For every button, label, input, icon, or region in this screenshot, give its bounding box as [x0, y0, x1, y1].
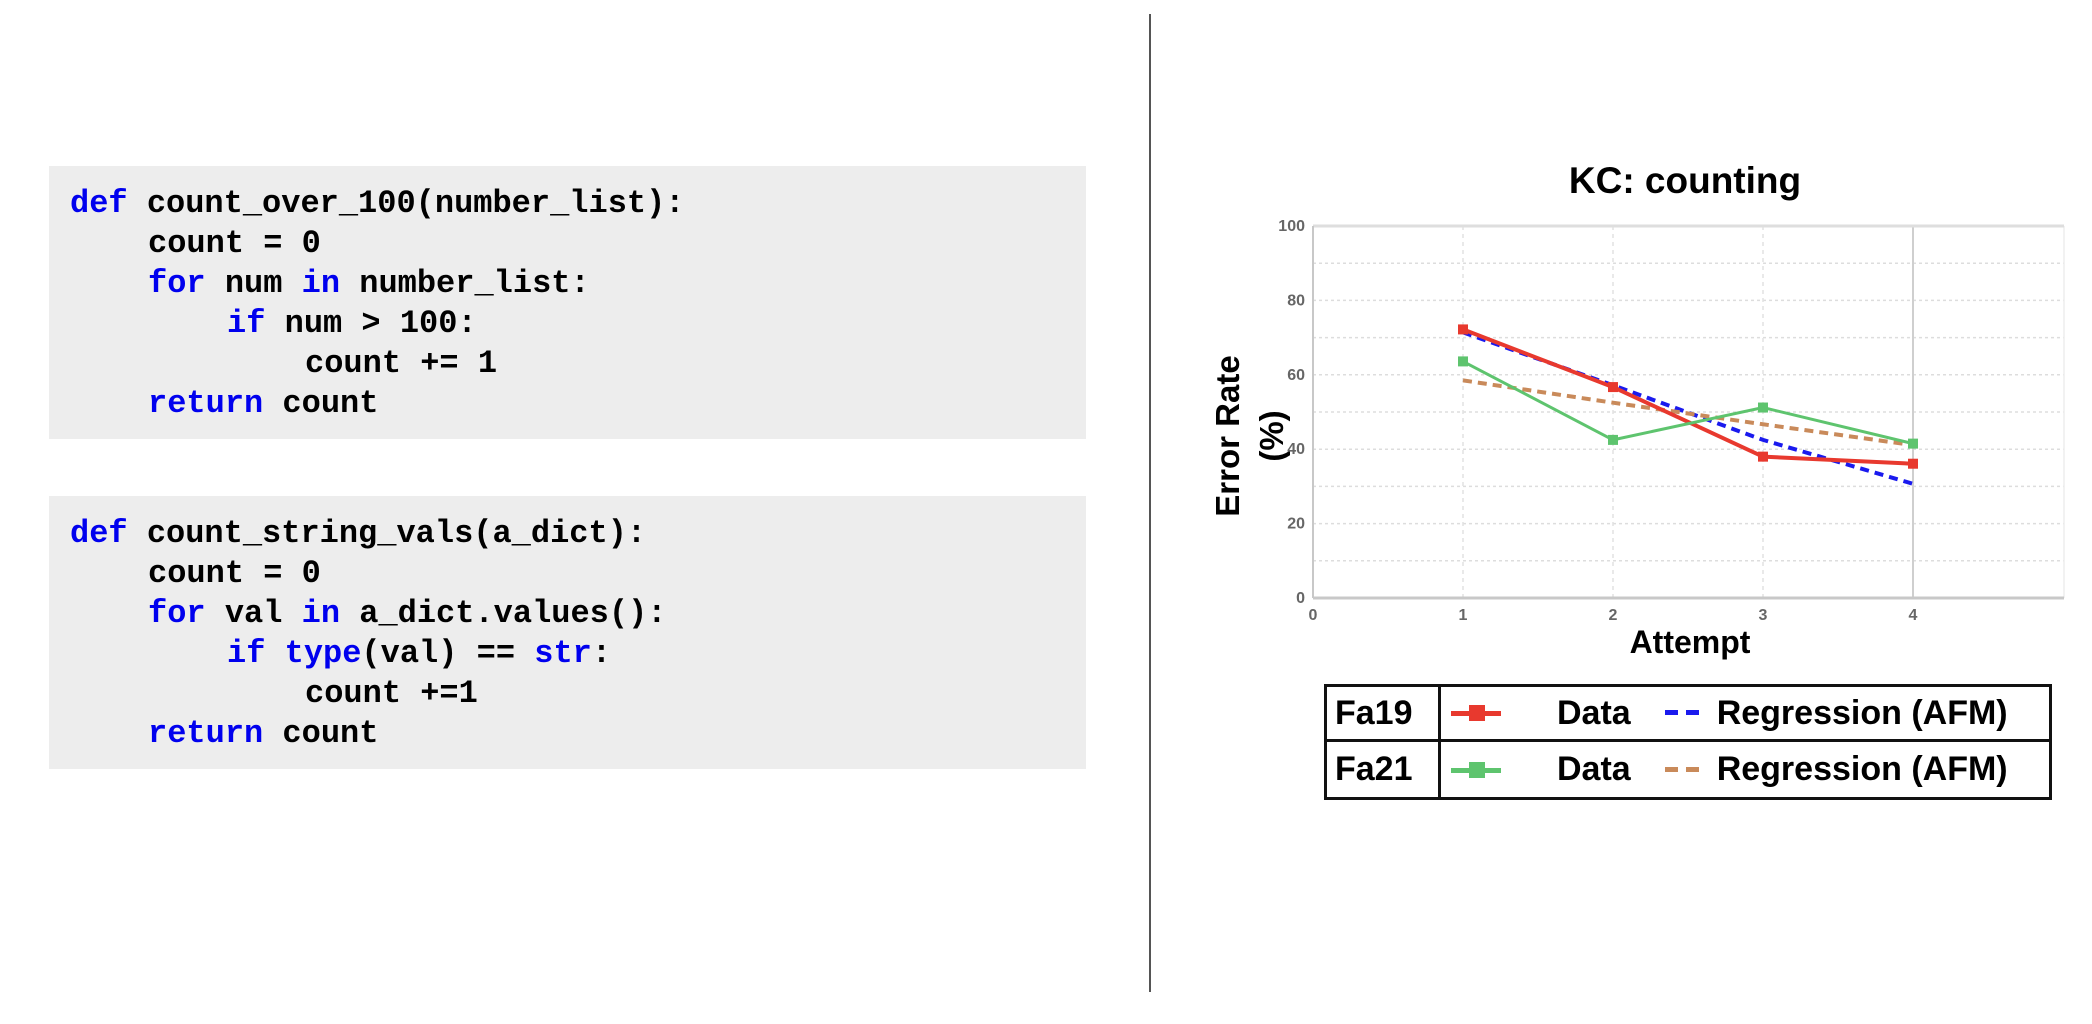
code-keyword: def: [70, 185, 128, 222]
svg-text:1: 1: [1459, 607, 1468, 624]
code-keyword: if: [227, 635, 266, 672]
code-line: for num in number_list:: [70, 264, 1086, 304]
chart-title: KC: counting: [1568, 160, 1802, 201]
fa21-data-marker-icon: [1451, 760, 1501, 780]
axes: [1312, 224, 2064, 600]
svg-text:100: 100: [1278, 218, 1305, 235]
code-text: count: [263, 715, 379, 752]
x-axis-label: Attempt: [1629, 624, 1751, 660]
code-keyword: for: [148, 265, 206, 302]
code-line: if type(val) == str:: [70, 634, 1086, 674]
code-text: num: [205, 265, 302, 302]
code-keyword: return: [148, 385, 264, 422]
code-keyword: if: [227, 305, 266, 342]
code-text: count_string_vals(a_dict):: [127, 515, 647, 552]
code-text: count = 0: [148, 555, 321, 592]
code-text: number_list:: [340, 265, 590, 302]
code-text: count +=1: [305, 675, 478, 712]
legend-regression-label: Regression (AFM): [1716, 750, 2008, 788]
code-text: val: [205, 595, 302, 632]
code-text: count = 0: [148, 225, 321, 262]
svg-text:2: 2: [1609, 607, 1618, 624]
svg-text:20: 20: [1287, 516, 1305, 533]
code-text: (val) ==: [361, 635, 535, 672]
code-keyword: type: [284, 635, 362, 672]
legend-entries-fa19: Data Regression (AFM): [1441, 687, 2049, 742]
code-line: def count_over_100(number_list):: [70, 184, 1086, 224]
svg-text:0: 0: [1296, 590, 1305, 607]
svg-text:0: 0: [1309, 607, 1318, 624]
code-line: for val in a_dict.values():: [70, 594, 1086, 634]
svg-text:3: 3: [1759, 607, 1768, 624]
legend-group-fa19: Fa19: [1327, 687, 1441, 742]
gridlines: [1313, 226, 2065, 598]
fa19-data-marker-icon: [1451, 703, 1501, 723]
code-keyword: return: [148, 715, 264, 752]
svg-text:60: 60: [1287, 367, 1305, 384]
code-line: count +=1: [70, 674, 1086, 714]
code-text: count: [263, 385, 379, 422]
code-text: :: [591, 635, 612, 672]
fa19-regression-dash-icon: [1664, 710, 1699, 716]
legend-group-fa21: Fa21: [1327, 742, 1441, 797]
fa21-regression-dash-icon: [1664, 766, 1699, 773]
code-keyword: in: [301, 595, 341, 632]
code-keyword: str: [534, 635, 592, 672]
legend-table: Fa19 Data Regression (AFM) Fa21 Data Reg…: [1324, 684, 2052, 800]
code-line: count = 0: [70, 224, 1086, 264]
legend-data-label: Data: [1557, 693, 1631, 732]
code-line: def count_string_vals(a_dict):: [70, 514, 1086, 554]
code-text: a_dict.values():: [340, 595, 667, 632]
svg-text:40: 40: [1287, 441, 1305, 458]
code-text: count += 1: [305, 345, 498, 382]
tick-labels: 0 20 40 60 80 100 0 1 2 3 4: [1278, 218, 1917, 624]
code-line: count += 1: [70, 344, 1086, 384]
code-line: return count: [70, 384, 1086, 424]
code-line: if num > 100:: [70, 304, 1086, 344]
legend-data-label: Data: [1557, 750, 1631, 788]
legend-regression-label: Regression (AFM): [1716, 693, 2008, 732]
code-keyword: in: [301, 265, 341, 302]
code-text: num > 100:: [265, 305, 477, 342]
code-keyword: for: [148, 595, 206, 632]
code-line: return count: [70, 714, 1086, 754]
data-series: [1458, 324, 1918, 486]
legend-entries-fa21: Data Regression (AFM): [1441, 742, 2049, 797]
code-line: count = 0: [70, 554, 1086, 594]
code-block-count-string-vals: def count_string_vals(a_dict): count = 0…: [49, 496, 1086, 769]
code-text: count_over_100(number_list):: [127, 185, 685, 222]
svg-text:80: 80: [1287, 292, 1305, 309]
code-block-count-over-100: def count_over_100(number_list): count =…: [49, 166, 1086, 439]
code-keyword: def: [70, 515, 128, 552]
vertical-divider: [1149, 14, 1151, 992]
svg-text:4: 4: [1909, 607, 1918, 624]
